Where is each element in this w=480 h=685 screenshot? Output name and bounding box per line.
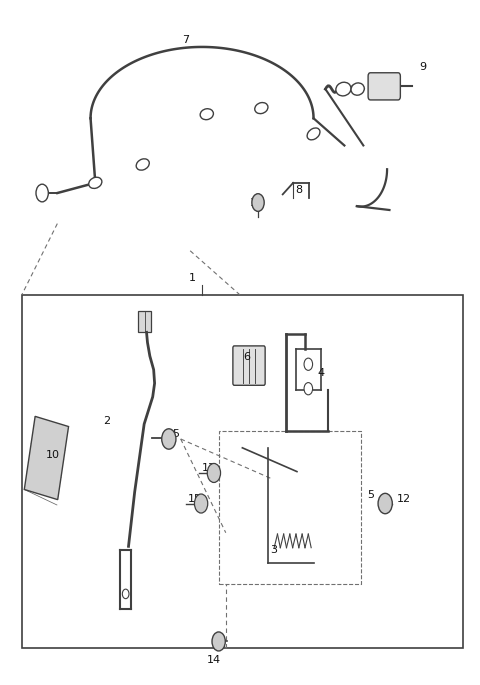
Circle shape <box>122 589 129 599</box>
Ellipse shape <box>307 128 320 140</box>
Polygon shape <box>24 416 69 499</box>
Circle shape <box>378 493 392 514</box>
Text: 5: 5 <box>367 490 374 500</box>
Bar <box>22 295 463 648</box>
Text: 1: 1 <box>189 273 196 283</box>
Text: 7: 7 <box>182 35 189 45</box>
Circle shape <box>212 632 225 651</box>
Circle shape <box>36 184 48 202</box>
Text: 3: 3 <box>270 545 276 555</box>
Circle shape <box>162 429 176 449</box>
Bar <box>138 310 151 332</box>
Ellipse shape <box>136 159 149 170</box>
Bar <box>219 431 361 584</box>
Text: 12: 12 <box>396 494 411 503</box>
Text: 10: 10 <box>46 449 60 460</box>
Ellipse shape <box>200 109 214 120</box>
Text: 8: 8 <box>296 185 303 195</box>
FancyBboxPatch shape <box>368 73 400 100</box>
Text: 6: 6 <box>244 353 251 362</box>
Text: 14: 14 <box>207 656 221 666</box>
Circle shape <box>194 494 208 513</box>
Text: 2: 2 <box>104 416 111 425</box>
Circle shape <box>304 383 312 395</box>
Circle shape <box>207 464 220 482</box>
Circle shape <box>304 358 312 371</box>
Ellipse shape <box>255 103 268 114</box>
Text: 13: 13 <box>202 463 216 473</box>
Text: 11: 11 <box>250 198 264 208</box>
FancyBboxPatch shape <box>233 346 265 385</box>
Text: 15: 15 <box>188 494 202 503</box>
Text: 9: 9 <box>419 62 426 73</box>
Circle shape <box>252 194 264 212</box>
Text: 4: 4 <box>317 368 324 378</box>
Ellipse shape <box>336 82 351 96</box>
Text: 5: 5 <box>172 429 180 439</box>
Ellipse shape <box>351 83 364 95</box>
Ellipse shape <box>89 177 102 188</box>
